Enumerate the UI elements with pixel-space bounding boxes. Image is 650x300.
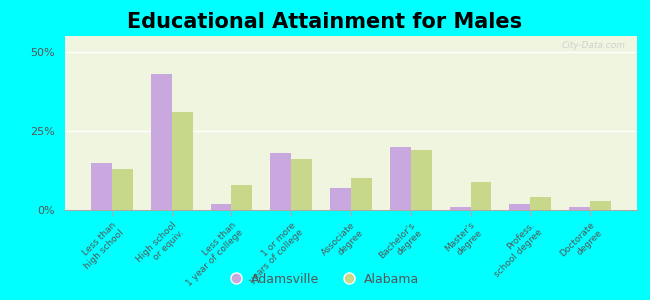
Bar <box>471 182 491 210</box>
Bar <box>411 150 432 210</box>
Text: City-Data.com: City-Data.com <box>562 41 625 50</box>
Bar <box>291 159 312 210</box>
Bar <box>530 197 551 210</box>
Bar <box>231 185 252 210</box>
Bar <box>211 204 231 210</box>
Bar <box>569 207 590 210</box>
Text: Educational Attainment for Males: Educational Attainment for Males <box>127 12 523 32</box>
Bar <box>390 147 411 210</box>
Bar <box>351 178 372 210</box>
Bar <box>450 207 471 210</box>
Legend: Adamsville, Alabama: Adamsville, Alabama <box>226 268 424 291</box>
Bar <box>510 204 530 210</box>
Bar <box>91 163 112 210</box>
Bar <box>151 74 172 210</box>
Bar <box>172 112 192 210</box>
Bar <box>270 153 291 210</box>
Bar <box>112 169 133 210</box>
Bar <box>590 200 611 210</box>
Bar <box>330 188 351 210</box>
